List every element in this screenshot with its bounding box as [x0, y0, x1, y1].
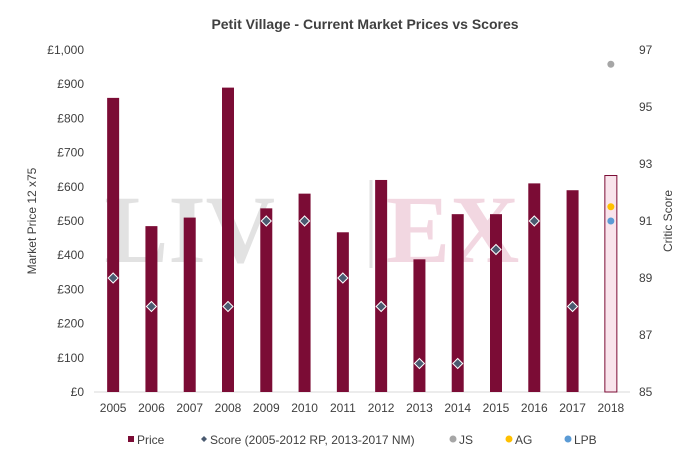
legend: Price Score (2005-2012 RP, 2013-2017 NM) J… [128, 433, 597, 447]
score-marker [222, 300, 234, 313]
score-marker [566, 300, 579, 313]
y-tick-label: £300 [57, 282, 84, 296]
score-marker [490, 243, 502, 256]
price-bar [107, 97, 120, 392]
x-tick-label: 2009 [253, 401, 280, 415]
legend-label: LPB [574, 433, 597, 447]
y-tick-label: £700 [57, 146, 84, 160]
y-axis-title: Market Price 12 x75 [25, 167, 39, 274]
price-bar [566, 190, 579, 392]
y2-tick-label: 89 [639, 271, 653, 285]
y2-tick-label: 97 [639, 43, 653, 57]
score-marker [375, 300, 387, 313]
price-bar [336, 232, 349, 392]
price-bar [260, 208, 273, 392]
critic-js-marker [607, 60, 615, 68]
score-marker [107, 272, 119, 284]
score-marker [528, 215, 540, 227]
legend-price-swatch [128, 436, 134, 442]
y2-tick-label: 87 [639, 328, 653, 342]
legend-label: AG [515, 433, 532, 447]
score-marker [260, 215, 272, 227]
price-bar [451, 214, 464, 392]
score-markers [107, 60, 615, 370]
y-tick-label: £400 [57, 248, 84, 262]
x-tick-label: 2017 [559, 401, 586, 415]
x-tick-label: 2016 [521, 401, 548, 415]
x-tick-label: 2015 [483, 401, 510, 415]
y-tick-label: £1,000 [47, 43, 84, 57]
chart-title: Petit Village - Current Market Prices vs… [211, 16, 518, 32]
legend-label: Price [137, 433, 165, 447]
x-tick-label: 2011 [330, 401, 356, 415]
critic-ag-marker [607, 203, 615, 211]
y2-tick-label: 85 [639, 385, 653, 399]
x-tick-label: 2013 [406, 401, 433, 415]
legend-lpb-swatch [564, 435, 572, 443]
y2-axis-title: Critic Score [661, 190, 675, 252]
x-tick-label: 2008 [215, 401, 242, 415]
score-marker [145, 300, 158, 313]
price-bar [490, 214, 502, 392]
y-tick-label: £600 [57, 180, 84, 194]
legend-js-swatch [449, 435, 457, 443]
score-marker [413, 357, 426, 370]
y-tick-label: £100 [57, 351, 84, 365]
y-tick-label: £200 [57, 317, 84, 331]
y-tick-label: £0 [71, 385, 85, 399]
price-bar [183, 217, 196, 392]
legend-label: Score (2005-2012 RP, 2013-2017 NM) [210, 433, 415, 447]
y-tick-label: £900 [57, 77, 84, 91]
x-tick-label: 2010 [291, 401, 318, 415]
legend-ag-swatch [505, 435, 513, 443]
y2-tick-label: 91 [639, 214, 653, 228]
price-bar [298, 193, 311, 392]
score-marker [337, 272, 349, 284]
price-bar [222, 87, 234, 393]
bars [107, 87, 618, 393]
critic-lpb-marker [607, 217, 615, 225]
y-tick-label: £500 [57, 214, 84, 228]
legend-label: JS [459, 433, 473, 447]
x-tick-label: 2012 [368, 401, 395, 415]
x-tick-label: 2005 [100, 401, 127, 415]
score-marker [452, 357, 464, 370]
x-tick-label: 2006 [138, 401, 165, 415]
y2-tick-label: 93 [639, 157, 653, 171]
price-bar [375, 179, 388, 392]
legend-score-swatch [201, 436, 207, 442]
x-tick-label: 2014 [444, 401, 471, 415]
x-tick-label: 2018 [598, 401, 625, 415]
x-tick-label: 2007 [176, 401, 203, 415]
score-marker [298, 215, 311, 227]
price-bar [528, 183, 541, 392]
y-tick-label: £800 [57, 111, 84, 125]
price-bar [604, 175, 618, 393]
price-bar [413, 259, 426, 392]
y2-tick-label: 95 [639, 100, 653, 114]
axes: £0 £100 £200 £300 £400 £500 £600 £700 £800 £900 £1… [25, 43, 675, 415]
